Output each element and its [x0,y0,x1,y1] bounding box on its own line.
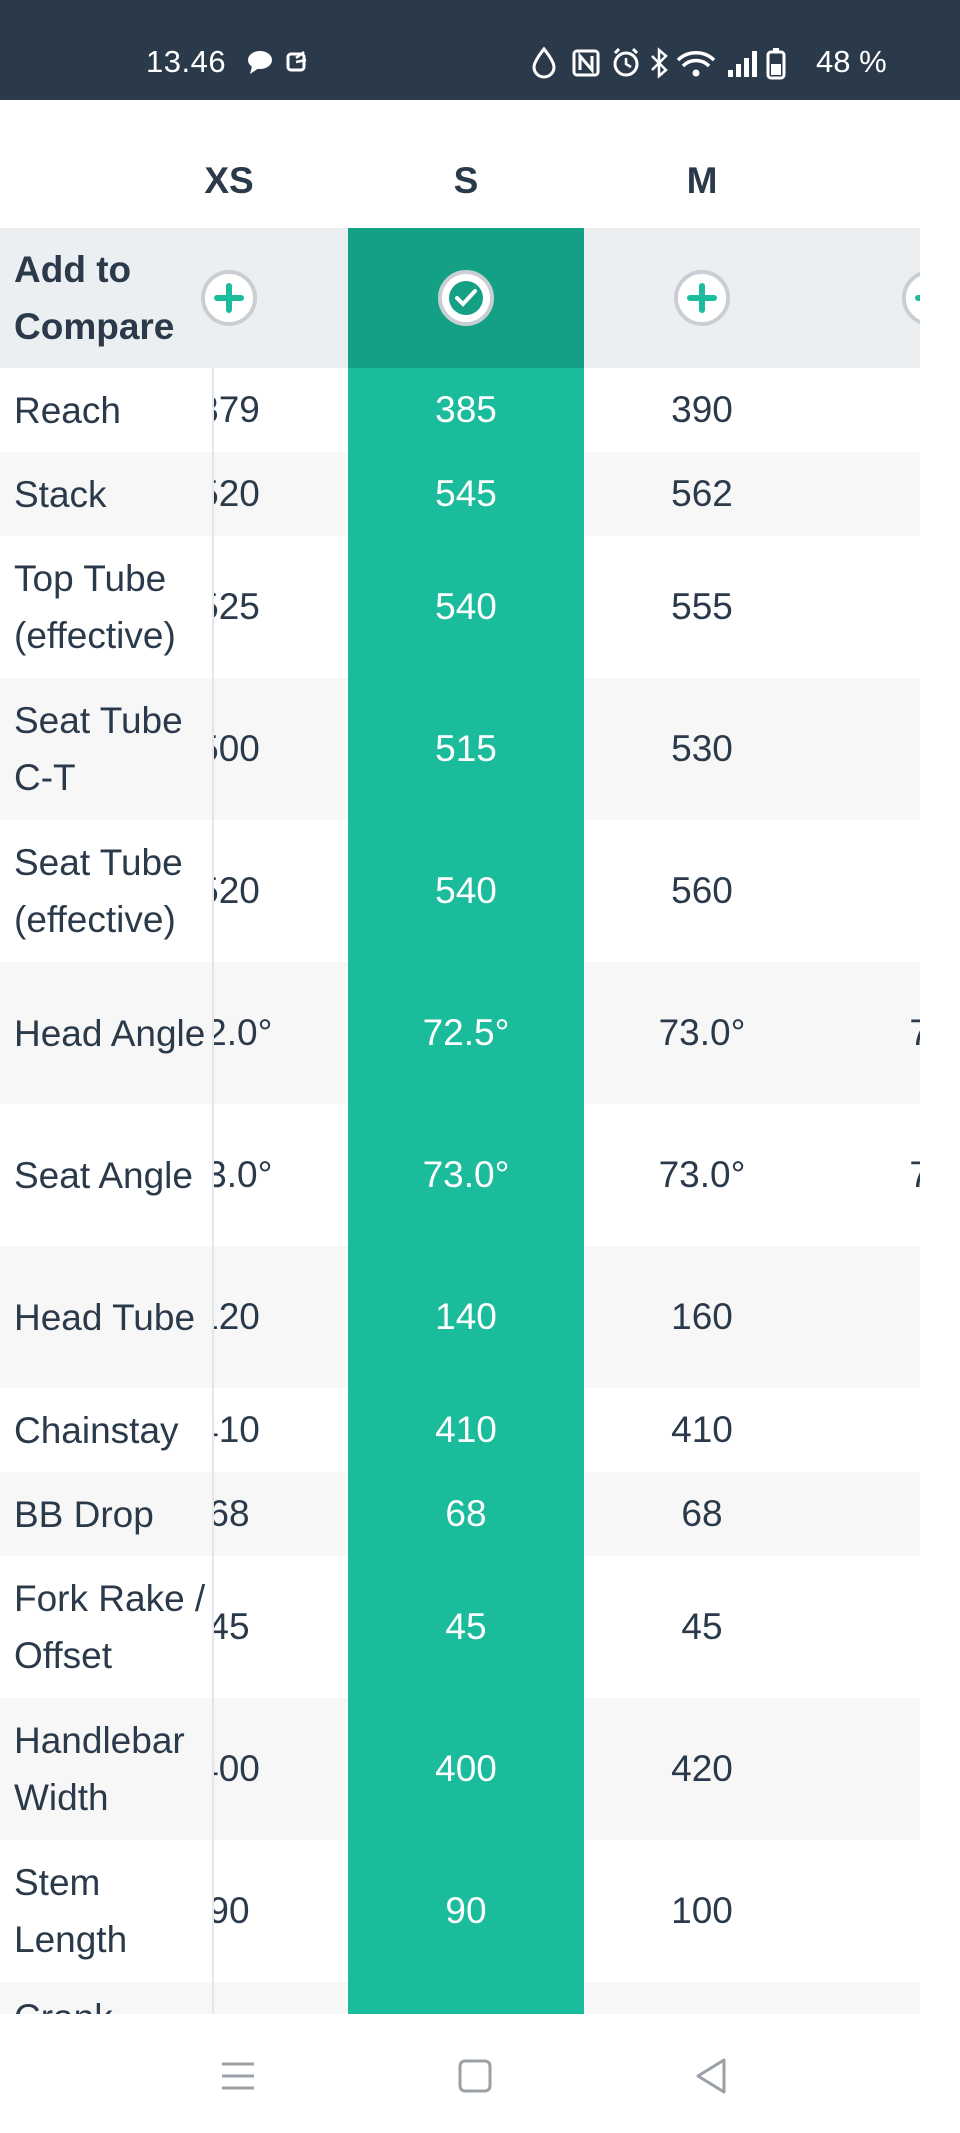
cell-value: 68 [208,1493,250,1534]
cell-value: 4 [830,1556,921,1698]
teams-icon [286,51,307,72]
system-icons [532,46,786,80]
bluetooth-icon [651,47,668,79]
notification-icons [248,51,307,74]
cell-value: 160 [671,1296,733,1337]
row-label: Reach [0,368,212,452]
geometry-table[interactable]: XSSML37938539035205455625525540555550051… [0,100,920,2014]
cell-value: 420 [671,1748,733,1789]
battery-percent: 48 % [816,44,887,79]
status-time: 13.46 [146,44,227,79]
cell-value: 68 [445,1493,487,1534]
cell-value: 515 [435,728,497,769]
cell-value [602,1982,802,2014]
cell-value: 5 [830,452,921,536]
home-icon[interactable] [451,2052,499,2100]
cell-value: 545 [435,473,497,514]
size-header-s: S [453,160,479,201]
cell-value: 90 [445,1890,487,1931]
row-label: Stem Length [0,1840,212,1982]
row-label: Head Angle [0,962,212,1104]
battery-icon [766,48,786,80]
row-label: Top Tube (effective) [0,536,212,678]
cell-value: 1 [830,1246,921,1388]
row-label: Seat Tube C-T [0,678,212,820]
cell-value: 73 [909,1154,920,1195]
cell-value: 73.0° [422,1154,510,1195]
cell-value: 385 [435,389,497,430]
water-drop-icon [532,46,556,79]
cell-value: 45 [208,1606,250,1647]
cell-value: 4 [830,1698,921,1840]
row-label: BB Drop [0,1472,212,1556]
row-label: Fork Rake / Offset [0,1556,212,1698]
compare-add-icon[interactable] [901,269,920,327]
size-header-l: L [870,160,920,210]
cell-value: 5 [830,678,921,820]
compare-add-icon[interactable] [673,269,731,327]
row-label: Seat Tube (effective) [0,820,212,962]
cell-value: 90 [208,1890,250,1931]
status-bar: 13.46 [0,0,960,100]
row-label: Stack [0,452,212,536]
cell-value: 45 [681,1606,723,1647]
cell-value: 400 [435,1748,497,1789]
cell-value: 390 [671,389,733,430]
row-label: Crank [0,1982,212,2014]
cell-value: 45 [445,1606,487,1647]
cell-value: 555 [671,586,733,627]
nfc-icon [572,49,600,77]
compare-selected-icon[interactable] [437,269,495,327]
cell-value: 73.0° [658,1012,746,1053]
selected-size-column [348,368,584,2014]
cell-value: 560 [671,870,733,911]
cell-value: 410 [671,1409,733,1450]
cell-value: 5 [830,820,921,962]
cell-value: 72.5° [422,1012,510,1053]
cell-value: 540 [435,870,497,911]
cell-value: 5 [830,536,921,678]
navigation-bar [0,2014,960,2133]
size-header-xs: XS [204,160,254,201]
cell-value: 73 [909,1012,920,1053]
cell-value: 4 [830,1388,921,1472]
cell-value [830,1982,920,2014]
menu-icon[interactable] [214,2052,262,2100]
cell-value: 6 [830,1472,921,1556]
row-label: Chainstay [0,1388,212,1472]
back-icon[interactable] [688,2052,736,2100]
cell-value: 1 [830,1840,921,1982]
cell-value: 562 [671,473,733,514]
row-label: Handlebar Width [0,1698,212,1840]
cell-value: 410 [435,1409,497,1450]
sticky-column-divider [212,366,214,2014]
cell-value: 540 [435,586,497,627]
cell-value: 100 [671,1890,733,1931]
row-label: Seat Angle [0,1104,212,1246]
cell-value: 68 [681,1493,723,1534]
size-header-m: M [686,160,718,201]
cell-value: 73.0° [658,1154,746,1195]
cell-value: 530 [671,728,733,769]
chat-bubble-icon [248,51,272,74]
cell-value: 3 [830,368,921,452]
wifi-icon [676,51,716,77]
compare-row-label: Add to Compare [14,249,175,347]
row-label: Head Tube [0,1246,212,1388]
cell-value [366,1982,566,2014]
alarm-icon [613,47,639,77]
compare-add-icon[interactable] [200,269,258,327]
signal-icon [728,51,757,77]
cell-value: 140 [435,1296,497,1337]
